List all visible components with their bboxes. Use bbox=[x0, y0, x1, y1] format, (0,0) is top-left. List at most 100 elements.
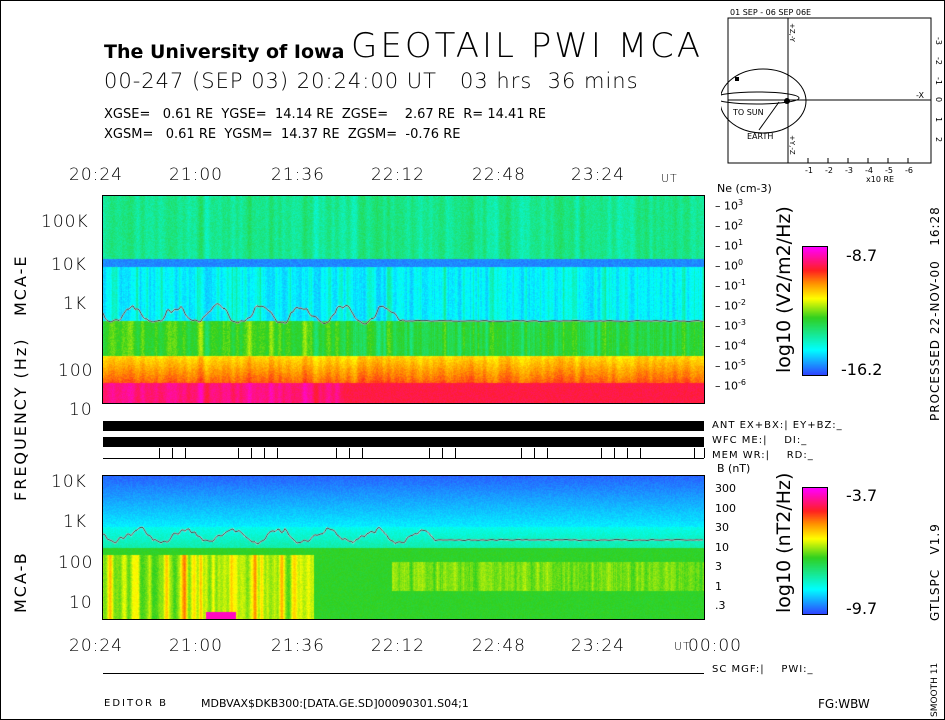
xtick-bottom: 20:24 bbox=[69, 636, 123, 656]
x-unit-top: UT bbox=[661, 172, 678, 185]
x-unit-bottom: UT bbox=[674, 640, 691, 653]
xtick-bottom: 21:36 bbox=[271, 636, 325, 656]
ytick: 1 bbox=[934, 117, 943, 122]
smooth-label: SMOOTH 11 bbox=[930, 662, 940, 717]
xtick: -6 bbox=[905, 166, 913, 175]
mem-tick bbox=[185, 448, 186, 458]
b-tick: 10 bbox=[715, 540, 729, 554]
ne-tick: – 10-3 bbox=[715, 318, 746, 333]
xtick-bottom: 22:12 bbox=[371, 636, 425, 656]
xtick: -1 bbox=[805, 166, 813, 175]
ytick: -1 bbox=[934, 77, 943, 85]
mem-tick bbox=[429, 448, 430, 458]
ytick: 100K bbox=[41, 212, 89, 232]
mem-tick bbox=[264, 448, 265, 458]
ytick: 10 bbox=[69, 593, 93, 613]
colorbar-min: -16.2 bbox=[841, 360, 883, 379]
ant-status-bar bbox=[103, 421, 704, 431]
xtick-bottom: 23:24 bbox=[571, 636, 625, 656]
mem-tick bbox=[251, 448, 252, 458]
colorbar-max: -3.7 bbox=[846, 486, 878, 505]
ant-status: ANT EX+BX:| EY+BZ:_ bbox=[712, 420, 843, 431]
sc-status-line bbox=[103, 673, 704, 674]
mem-status-line bbox=[103, 458, 704, 459]
xtick-top: 23:24 bbox=[571, 165, 625, 185]
xtick: -3 bbox=[845, 166, 853, 175]
xtick-bottom: 22:48 bbox=[472, 636, 526, 656]
orbit-title: 01 SEP - 06 SEP 06E bbox=[730, 8, 812, 17]
b-tick: .3 bbox=[715, 599, 726, 612]
b-label: B (nT) bbox=[717, 462, 751, 475]
mca-e-spectrogram bbox=[103, 196, 704, 403]
institution: The University of Iowa bbox=[104, 41, 345, 63]
ne-tick: – 103 bbox=[715, 198, 744, 213]
xtick-top: 22:48 bbox=[472, 165, 526, 185]
mem-tick bbox=[640, 448, 641, 458]
editor-label: EDITOR B bbox=[104, 698, 168, 709]
xtick-top: 21:00 bbox=[169, 165, 223, 185]
ne-tick: – 10-5 bbox=[715, 358, 746, 373]
ytick: 10 bbox=[69, 400, 93, 420]
xtick: -4 bbox=[865, 166, 873, 175]
ytick: 1K bbox=[63, 294, 87, 314]
minus-x-label: -X bbox=[916, 91, 924, 100]
xtick-bottom: 21:00 bbox=[169, 636, 223, 656]
colorbar-max: -8.7 bbox=[846, 246, 878, 265]
mem-tick bbox=[277, 448, 278, 458]
colorbar-frame bbox=[802, 487, 828, 615]
mem-tick bbox=[694, 448, 695, 458]
mem-tick bbox=[455, 448, 456, 458]
ne-tick: – 10-4 bbox=[715, 338, 746, 353]
mem-tick bbox=[238, 448, 239, 458]
mca-b-spectrogram bbox=[103, 476, 704, 619]
mem-tick bbox=[349, 448, 350, 458]
x-end-label: 00:00 bbox=[688, 636, 742, 656]
mem-status: MEM WR:| RD:_ bbox=[712, 450, 814, 461]
colorbar-min: -9.7 bbox=[846, 599, 878, 618]
subtitle: 00-247 (SEP 03) 20:24:00 UT 03 hrs 36 mi… bbox=[104, 69, 639, 93]
mca-b-colorbar bbox=[803, 488, 827, 614]
ytick: 10K bbox=[51, 472, 87, 492]
x-unit: x10 RE bbox=[866, 175, 894, 184]
ne-tick: – 102 bbox=[715, 218, 744, 233]
mca-e-colorbar bbox=[803, 247, 827, 375]
mem-tick bbox=[614, 448, 615, 458]
sc-status: SC MGF:| PWI:_ bbox=[712, 664, 814, 675]
mem-tick bbox=[547, 448, 548, 458]
ne-tick: – 100 bbox=[715, 258, 744, 273]
colorbar-unit: log10 (V2/m2/Hz) bbox=[773, 206, 795, 373]
frequency-label: FREQUENCY (Hz) bbox=[11, 337, 30, 501]
mem-tick bbox=[601, 448, 602, 458]
ytick: 100 bbox=[58, 361, 94, 381]
mem-tick bbox=[159, 448, 160, 458]
ytick: -2 bbox=[934, 57, 943, 65]
mem-tick bbox=[704, 448, 705, 458]
mem-tick bbox=[627, 448, 628, 458]
to-sun-label: TO SUN bbox=[732, 108, 764, 117]
ne-tick: – 10-6 bbox=[715, 378, 746, 393]
page-title: GEOTAIL PWI MCA bbox=[351, 26, 704, 66]
mem-tick bbox=[442, 448, 443, 458]
ne-tick: – 10-2 bbox=[715, 298, 746, 313]
fg-label: FG:WBW bbox=[818, 697, 870, 711]
ne-tick: – 10-1 bbox=[715, 278, 746, 293]
b-tick: 3 bbox=[715, 560, 722, 573]
version-label: GTLSPC V1.9 bbox=[928, 523, 942, 621]
mem-tick bbox=[172, 448, 173, 458]
ne-label: Ne (cm-3) bbox=[717, 182, 772, 195]
b-tick: 100 bbox=[715, 501, 736, 515]
mca-e-frame bbox=[102, 195, 705, 404]
orbit-plot: TO SUN EARTH -X -1 -2 -3 -4 -5 -6 x10 RE… bbox=[721, 17, 943, 184]
ytick: 10K bbox=[51, 255, 87, 275]
b-tick: 30 bbox=[715, 521, 729, 534]
ytick: 2 bbox=[934, 137, 943, 142]
mem-tick bbox=[336, 448, 337, 458]
xtick-top: 22:12 bbox=[371, 165, 425, 185]
coords-gsm: XGSM= 0.61 RE YGSM= 14.37 RE ZGSM= -0.76… bbox=[104, 127, 461, 142]
b-tick: 300 bbox=[715, 482, 736, 495]
processed-label: PROCESSED 22-NOV-00 16:28 bbox=[928, 206, 942, 421]
mem-tick bbox=[534, 448, 535, 458]
axis-bottom-label: +Y,-Z bbox=[788, 135, 796, 155]
wfc-status-bar bbox=[103, 437, 704, 447]
